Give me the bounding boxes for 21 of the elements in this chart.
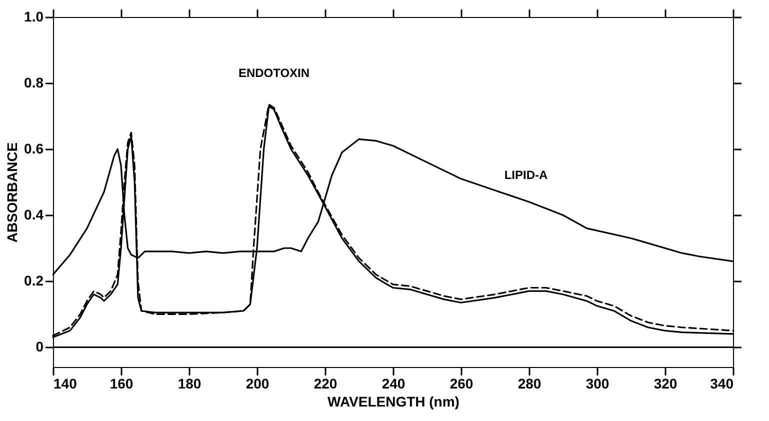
x-tick-label: 220 xyxy=(314,376,338,392)
annotation: LIPID-A xyxy=(504,168,548,182)
x-tick-label: 160 xyxy=(110,376,134,392)
x-tick-label: 280 xyxy=(518,376,542,392)
y-tick-label: 0.6 xyxy=(24,140,44,157)
x-tick-label: 300 xyxy=(586,376,610,392)
y-axis-title: ABSORBANCE xyxy=(4,142,20,243)
x-axis-title: WAVELENGTH (nm) xyxy=(328,394,460,410)
y-tick-label: 0.8 xyxy=(24,74,44,91)
x-tick-label: 200 xyxy=(246,376,270,392)
x-tick-label: 240 xyxy=(382,376,406,392)
x-tick-label: 140 xyxy=(54,376,78,392)
y-tick-label: 0 xyxy=(36,338,44,355)
x-tick-label: 320 xyxy=(654,376,678,392)
x-tick-label: 260 xyxy=(450,376,474,392)
annotation: ENDOTOXIN xyxy=(238,66,310,80)
y-tick-label: 1.0 xyxy=(24,8,44,24)
x-tick-label: 340 xyxy=(710,376,734,392)
y-tick-label: 0.2 xyxy=(24,272,44,289)
y-tick-label: 0.4 xyxy=(24,206,44,223)
x-tick-label: 180 xyxy=(178,376,202,392)
